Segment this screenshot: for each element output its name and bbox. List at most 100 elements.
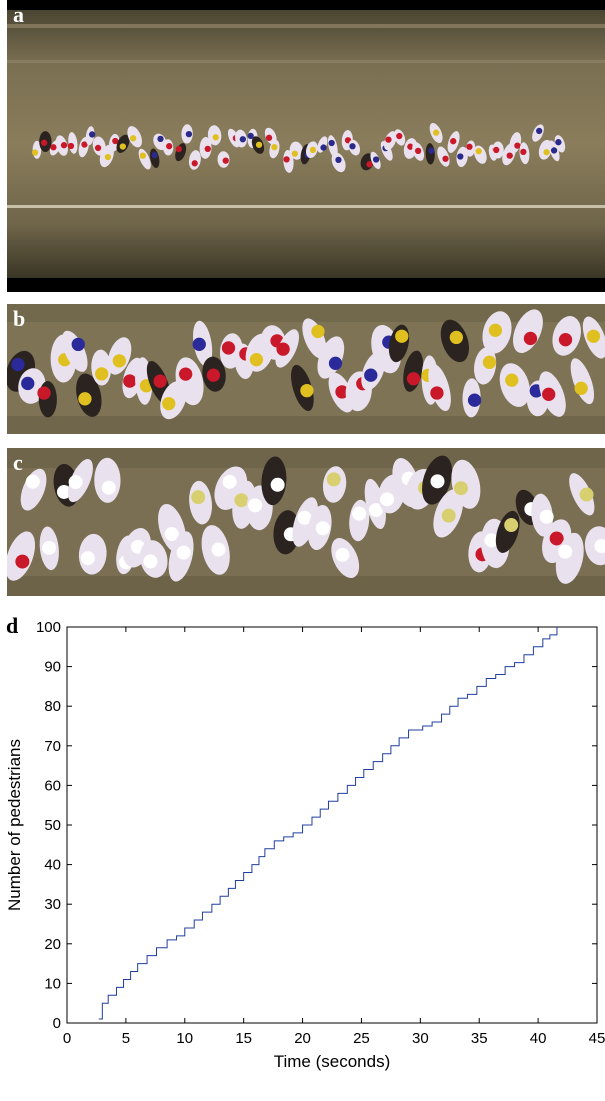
pedestrian-head — [505, 373, 519, 387]
pedestrian-head — [151, 152, 158, 159]
pedestrian-head — [328, 356, 343, 370]
pedestrian-head — [88, 131, 96, 138]
pedestrian-head — [276, 342, 290, 356]
pedestrian-head — [482, 355, 497, 369]
pedestrian-head — [123, 374, 137, 388]
pedestrian-head — [466, 143, 473, 150]
y-tick-labels: 0 10 20 30 40 50 60 70 80 90 100 — [36, 619, 61, 1032]
photo-panel-a: a — [7, 0, 605, 292]
pedestrian-head — [78, 392, 92, 406]
pedestrian-head — [506, 152, 513, 159]
pedestrian-body — [570, 358, 595, 405]
y-tick-label: 30 — [44, 896, 61, 913]
photo-panel-c: c — [7, 448, 605, 596]
pedestrian-head — [335, 156, 342, 163]
y-tick-label: 50 — [44, 817, 61, 834]
pedestrian-head — [248, 498, 263, 513]
pedestrian-head — [255, 141, 263, 148]
x-tick-label: 35 — [471, 1030, 488, 1047]
pedestrian-head — [283, 156, 290, 163]
pedestrian-head — [594, 539, 605, 554]
pedestrian-head — [311, 324, 325, 339]
y-tick-label: 60 — [44, 777, 61, 794]
pedestrian-head — [71, 337, 85, 352]
pedestrian-head — [119, 143, 126, 150]
pedestrian-head — [453, 481, 468, 496]
pedestrian-head — [328, 139, 335, 147]
panel-letter-a: a — [13, 2, 24, 27]
pedestrian-head — [175, 145, 182, 153]
pedestrian-head — [428, 147, 435, 154]
pedestrian-head — [396, 132, 403, 140]
y-tick-label: 100 — [36, 619, 61, 636]
pedestrian-head — [206, 368, 221, 382]
pedestrian-head — [291, 150, 299, 157]
pedestrian-head — [239, 136, 246, 143]
pedestrian-head — [204, 145, 211, 153]
pedestrian-head — [488, 323, 503, 337]
pedestrian-head — [37, 386, 51, 400]
x-tick-label: 30 — [412, 1030, 429, 1047]
pedestrian-head — [153, 374, 167, 388]
pedestrian-head — [335, 385, 349, 399]
x-tick-label: 25 — [353, 1030, 370, 1047]
pedestrian-body — [61, 330, 88, 372]
pedestrian-head — [60, 142, 68, 149]
pedestrian-head — [67, 142, 75, 150]
pedestrian-head — [139, 152, 147, 159]
y-tick-label: 0 — [53, 1015, 61, 1032]
y-tick-label: 20 — [44, 936, 61, 953]
pedestrian-head — [372, 156, 380, 163]
pedestrian-head — [320, 144, 327, 151]
pedestrian-head — [539, 509, 554, 524]
pedestrian-head — [157, 135, 164, 143]
pedestrian-head — [558, 544, 573, 559]
pedestrian-head — [558, 333, 573, 347]
panel-b-image — [7, 304, 605, 434]
pedestrian-head — [249, 353, 264, 367]
x-tick-label: 10 — [176, 1030, 193, 1047]
pedestrian-head — [335, 547, 350, 562]
y-axis-label: Number of pedestrians — [5, 739, 24, 911]
pedestrian-head — [574, 381, 588, 395]
pedestrian-head — [364, 368, 378, 382]
y-tick-label: 80 — [44, 698, 61, 715]
pedestrian-head — [430, 474, 445, 489]
pedestrian-head — [432, 129, 440, 136]
pedestrian-head — [11, 357, 25, 372]
pedestrian-head — [484, 533, 499, 548]
pedestrian-head — [441, 508, 456, 523]
pedestrian-head — [104, 153, 112, 161]
pedestrian-head — [112, 354, 126, 368]
pedestrian-head — [467, 393, 482, 407]
pedestrian-head — [50, 144, 57, 151]
pedestrian-head — [271, 144, 278, 151]
x-tick-label: 15 — [235, 1030, 252, 1047]
pedestrian-head — [457, 153, 464, 160]
pedestrian-body — [302, 318, 327, 359]
pedestrian-head — [395, 329, 409, 343]
pedestrian-head — [211, 542, 226, 557]
y-tick-label: 90 — [44, 659, 61, 676]
pedestrian-head — [162, 396, 176, 411]
pedestrian-head — [504, 518, 519, 533]
pedestrian-head — [164, 527, 179, 542]
pedestrian-head — [143, 554, 158, 569]
pedestrian-head — [493, 146, 500, 154]
pedestrian-head — [430, 386, 444, 400]
pedestrian-head — [42, 540, 57, 555]
pedestrian-head — [300, 383, 314, 398]
pedestrian-head — [543, 149, 550, 156]
pedestrian-head — [21, 376, 35, 391]
pedestrian-head — [191, 160, 198, 167]
pedestrian-head — [450, 138, 457, 145]
pedestrian-head — [112, 137, 119, 145]
y-tick-label: 70 — [44, 738, 61, 755]
pedestrian-head — [222, 474, 237, 489]
pedestrian-head — [176, 545, 191, 560]
pedestrian-head — [555, 139, 562, 146]
pedestrian-head — [475, 148, 482, 155]
pedestrian-head — [579, 487, 594, 502]
pedestrian-head — [442, 155, 449, 162]
pedestrian-head — [212, 134, 219, 141]
